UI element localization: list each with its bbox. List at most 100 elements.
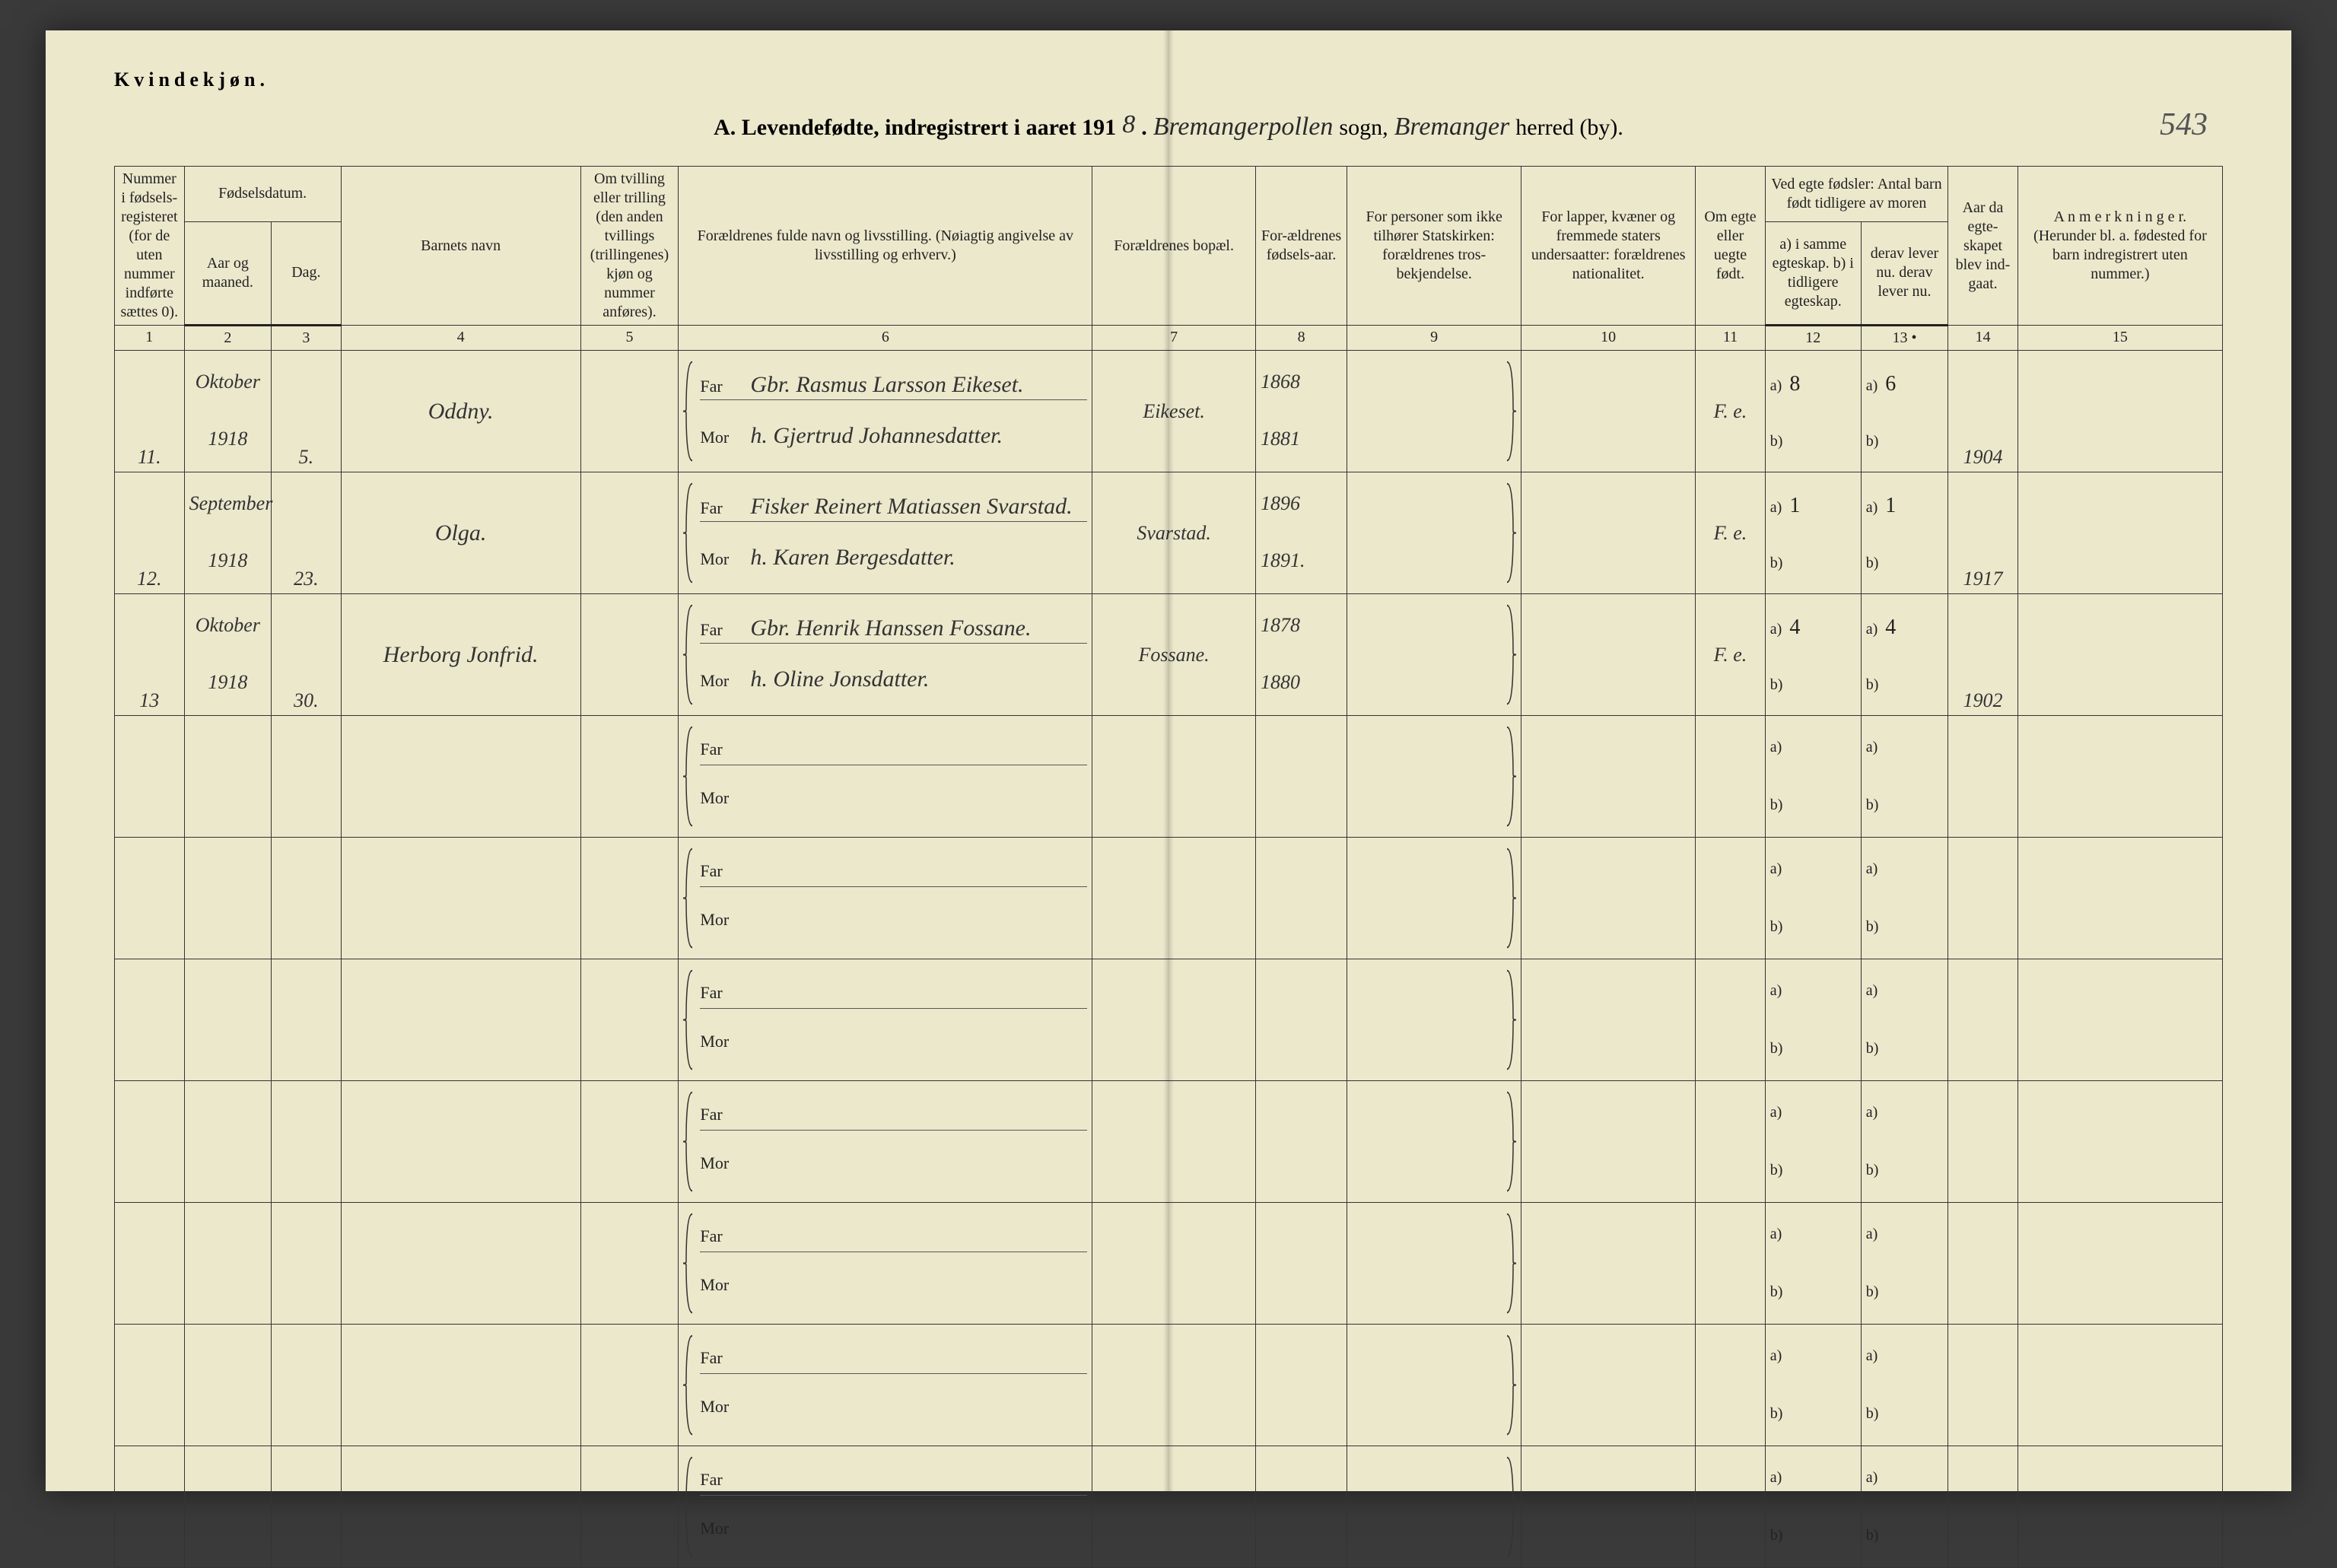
b-label: b) <box>1866 1405 1879 1423</box>
father-value: Gbr. Rasmus Larsson Eikeset. <box>750 372 1023 398</box>
a-value: 1 <box>1789 494 1800 518</box>
far-label: Far <box>700 498 735 518</box>
table-header: Nummer i fødsels-registeret (for de uten… <box>115 167 2223 351</box>
value-bottom: 1918 <box>189 428 266 452</box>
far-label: Far <box>700 739 735 759</box>
a-label: a) <box>1770 1226 1782 1243</box>
column-number: 8 <box>1255 326 1347 351</box>
column-number: 12 <box>1765 326 1861 351</box>
gender-heading: Kvindekjøn. <box>114 68 2223 91</box>
brace-open-icon <box>683 1090 695 1193</box>
table-row: 13Oktober191830.Herborg Jonfrid.FarGbr. … <box>115 594 2223 716</box>
a-label: a) <box>1770 860 1782 878</box>
column-number: 1 <box>115 326 185 351</box>
header-col10: For lapper, kvæner og fremmede staters u… <box>1521 167 1696 326</box>
header-col9: For personer som ikke tilhører Statskirk… <box>1347 167 1521 326</box>
brace-close-icon <box>1504 725 1516 828</box>
b-label: b) <box>1866 1162 1879 1179</box>
column-number: 14 <box>1948 326 2018 351</box>
a-label: a) <box>1866 377 1878 395</box>
table-body: 11.Oktober19185.Oddny.FarGbr. Rasmus Lar… <box>115 351 2223 1568</box>
a-label: a) <box>1866 1469 1878 1487</box>
value-top: Oktober <box>189 614 266 638</box>
value-top: Oktober <box>189 371 266 395</box>
a-label: a) <box>1866 621 1878 638</box>
a-value: 1 <box>1885 494 1896 518</box>
column-number: 15 <box>2017 326 2222 351</box>
column-number: 5 <box>580 326 679 351</box>
register-table: Nummer i fødsels-registeret (for de uten… <box>114 166 2223 1568</box>
table-row-empty: FarMora)b)a)b) <box>115 1446 2223 1568</box>
table-row: 12.September191823.Olga.FarFisker Reiner… <box>115 472 2223 594</box>
b-label: b) <box>1770 1283 1783 1301</box>
a-label: a) <box>1770 1347 1782 1365</box>
mor-label: Mor <box>700 910 735 930</box>
header-col7: Forældrenes bopæl. <box>1092 167 1256 326</box>
b-label: b) <box>1770 1040 1783 1058</box>
header-col23: Fødselsdatum. <box>184 167 341 222</box>
header-col11: Om egte eller uegte født. <box>1696 167 1766 326</box>
column-number: 13 • <box>1861 326 1948 351</box>
column-number: 11 <box>1696 326 1766 351</box>
brace-open-icon <box>683 360 695 463</box>
column-number: 3 <box>272 326 342 351</box>
marriage-year: 1902 <box>1963 689 2003 711</box>
mother-value: h. Karen Bergesdatter. <box>750 545 955 571</box>
brace-close-icon <box>1504 1212 1516 1315</box>
b-label: b) <box>1866 918 1879 936</box>
legitimacy: F. e. <box>1714 522 1747 544</box>
legitimacy: F. e. <box>1714 644 1747 666</box>
marriage-year: 1917 <box>1963 568 2003 590</box>
header-col6: Forældrenes fulde navn og livsstilling. … <box>679 167 1092 326</box>
column-number: 9 <box>1347 326 1521 351</box>
sogn-label: sogn, <box>1339 115 1388 141</box>
header-col5: Om tvilling eller trilling (den anden tv… <box>580 167 679 326</box>
header-col8: For-ældrenes fødsels-aar. <box>1255 167 1347 326</box>
mor-label: Mor <box>700 1397 735 1417</box>
day: 30. <box>294 689 319 711</box>
a-label: a) <box>1770 377 1782 395</box>
brace-close-icon <box>1504 968 1516 1071</box>
father-value: Fisker Reinert Matiassen Svarstad. <box>750 494 1072 520</box>
marriage-year: 1904 <box>1963 446 2003 468</box>
brace-open-icon <box>683 725 695 828</box>
mor-label: Mor <box>700 1032 735 1051</box>
b-label: b) <box>1866 555 1879 572</box>
b-label: b) <box>1770 676 1783 694</box>
a-value: 4 <box>1789 615 1800 640</box>
table-row-empty: FarMora)b)a)b) <box>115 1325 2223 1446</box>
brace-close-icon <box>1504 1090 1516 1193</box>
b-label: b) <box>1866 1040 1879 1058</box>
far-label: Far <box>700 377 735 396</box>
brace-open-icon <box>683 1334 695 1436</box>
far-label: Far <box>700 620 735 640</box>
mor-label: Mor <box>700 1275 735 1295</box>
b-label: b) <box>1866 797 1879 814</box>
header-col1213-top: Ved egte fødsler: Antal barn født tidlig… <box>1765 167 1948 222</box>
column-number: 4 <box>341 326 580 351</box>
value-top: 1868 <box>1261 371 1342 395</box>
a-label: a) <box>1770 621 1782 638</box>
table-row-empty: FarMora)b)a)b) <box>115 716 2223 838</box>
mor-label: Mor <box>700 1153 735 1173</box>
herred-handwritten: Bremanger <box>1394 113 1510 142</box>
a-value: 4 <box>1885 615 1896 640</box>
day: 5. <box>299 446 314 468</box>
brace-open-icon <box>683 968 695 1071</box>
b-label: b) <box>1770 555 1783 572</box>
column-number: 6 <box>679 326 1092 351</box>
far-label: Far <box>700 983 735 1003</box>
column-number: 7 <box>1092 326 1256 351</box>
row-number: 12. <box>137 568 162 590</box>
day: 23. <box>294 568 319 590</box>
value-bottom: 1918 <box>189 549 266 574</box>
mor-label: Mor <box>700 549 735 569</box>
table-row-empty: FarMora)b)a)b) <box>115 838 2223 959</box>
value-top: 1878 <box>1261 614 1342 638</box>
child-name: Herborg Jonfrid. <box>383 642 539 667</box>
a-value: 6 <box>1885 372 1896 396</box>
page-number: 543 <box>2160 107 2208 143</box>
brace-open-icon <box>683 603 695 706</box>
table-row-empty: FarMora)b)a)b) <box>115 1203 2223 1325</box>
b-label: b) <box>1770 1405 1783 1423</box>
